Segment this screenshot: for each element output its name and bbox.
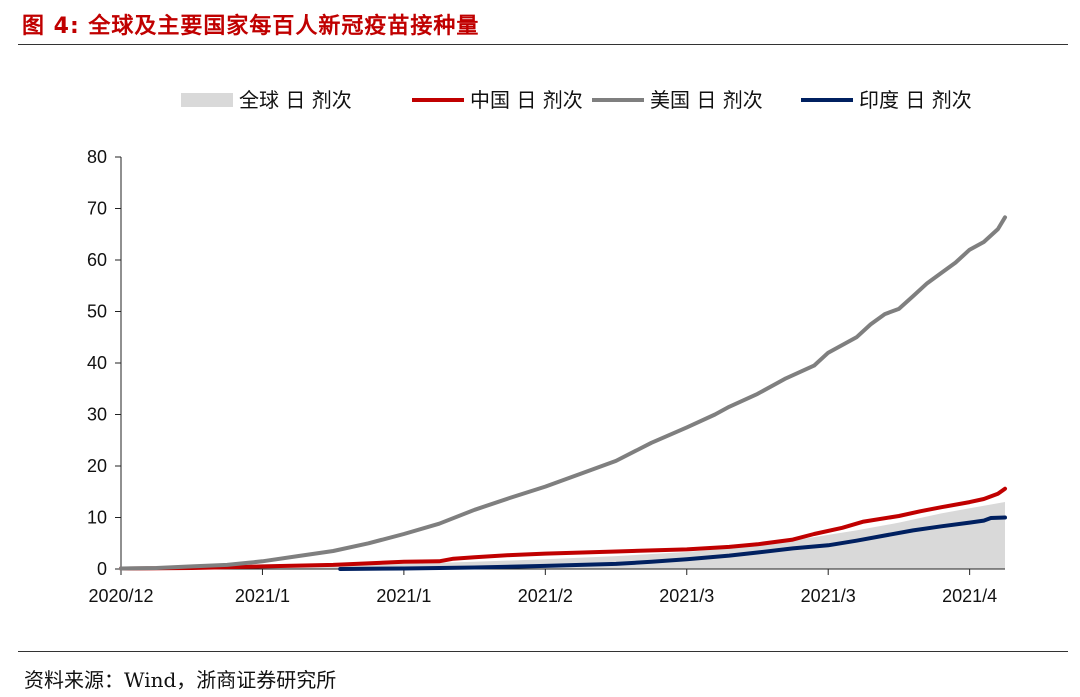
series-line-3 xyxy=(338,515,1007,571)
legend-swatch-0 xyxy=(181,93,233,107)
x-tick-label: 2021/3 xyxy=(801,586,856,606)
y-tick-label: 50 xyxy=(87,302,107,322)
figure-title: 图 4: 全球及主要国家每百人新冠疫苗接种量 xyxy=(22,14,480,39)
y-tick-label: 40 xyxy=(87,353,107,373)
y-tick-label: 10 xyxy=(87,508,107,528)
lines-layer xyxy=(119,215,1007,571)
chart-axes: 0 10 20 30 40 50 60 70 80 2020/12 2021/1 2021/1 2021… xyxy=(87,147,1005,606)
y-tick-label: 70 xyxy=(87,199,107,219)
y-tick-label: 80 xyxy=(87,147,107,167)
chart-legend: 全球 日 剂次 中国 日 剂次 美国 日 剂次 印度 日 剂次 xyxy=(181,88,972,112)
y-tick-label: 20 xyxy=(87,456,107,476)
line-chart: 全球 日 剂次 中国 日 剂次 美国 日 剂次 印度 日 剂次 0 10 20 30 40 50… xyxy=(87,88,1007,606)
x-tick-label: 2021/4 xyxy=(942,586,997,606)
series-area-0 xyxy=(121,502,1005,569)
x-tick-label: 2021/1 xyxy=(235,586,290,606)
legend-label-3: 印度 日 剂次 xyxy=(859,88,972,112)
series-line-1 xyxy=(119,486,1007,571)
area-layer xyxy=(121,502,1005,569)
source-note: 资料来源：Wind，浙商证券研究所 xyxy=(24,668,337,692)
x-tick-label: 2021/2 xyxy=(518,586,573,606)
legend-label-1: 中国 日 剂次 xyxy=(470,88,583,112)
x-tick-label: 2021/3 xyxy=(659,586,714,606)
series-line-2 xyxy=(119,215,1007,571)
legend-label-2: 美国 日 剂次 xyxy=(650,88,763,112)
bottom-rule xyxy=(18,651,1068,652)
top-rule xyxy=(18,44,1068,45)
y-tick-label: 30 xyxy=(87,405,107,425)
y-tick-label: 0 xyxy=(97,559,107,579)
legend-label-0: 全球 日 剂次 xyxy=(239,88,352,112)
y-tick-label: 60 xyxy=(87,250,107,270)
x-tick-label: 2021/1 xyxy=(376,586,431,606)
x-tick-label: 2020/12 xyxy=(88,586,153,606)
